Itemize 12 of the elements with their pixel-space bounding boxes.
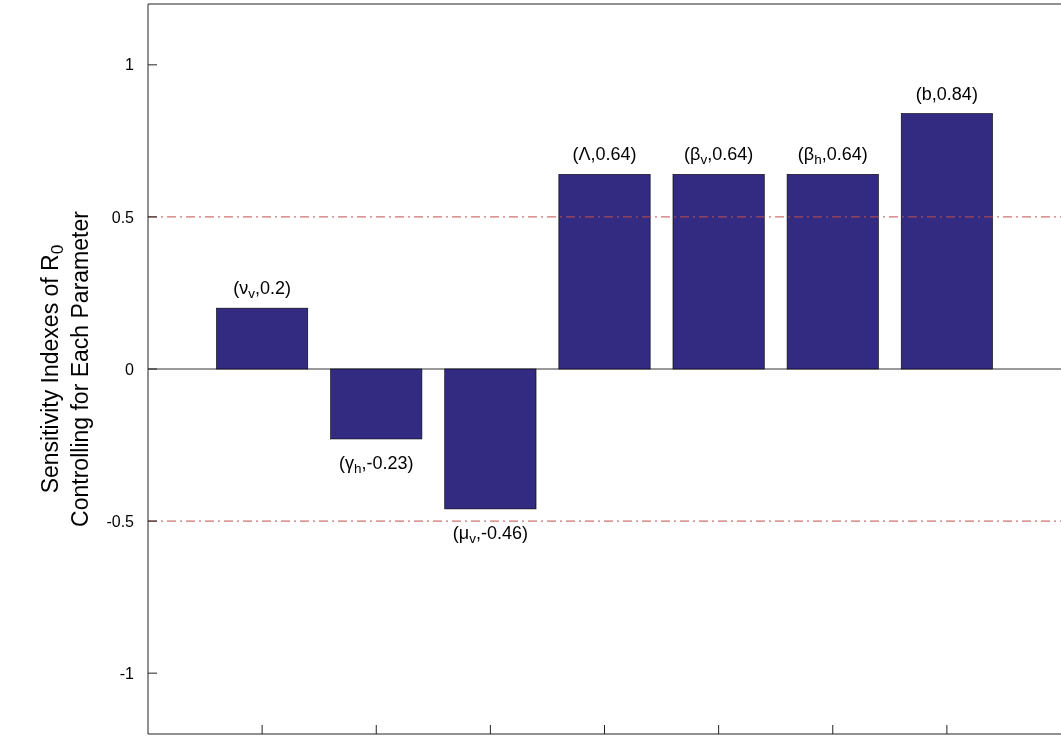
data-label: (μ$_{v}$,-0.46) (452, 522, 528, 547)
y-tick-label: 0 (125, 360, 135, 378)
y-tick-label: -0.5 (106, 512, 135, 530)
data-label: (β$_{h}$,0.64) (797, 144, 868, 168)
data-label: (ν$_{v}$,0.2) (233, 278, 292, 302)
data-label: (β$_{v}$,0.64) (684, 144, 754, 168)
data-label: (b,0.84) (915, 83, 978, 104)
y-tick-label: 1 (125, 56, 135, 74)
y-tick-label: -1 (119, 664, 135, 682)
data-label: (γ$_{h}$,-0.23) (338, 452, 414, 477)
data-label: (Λ,0.64) (572, 144, 637, 165)
y-tick-label: 0.5 (111, 208, 135, 226)
